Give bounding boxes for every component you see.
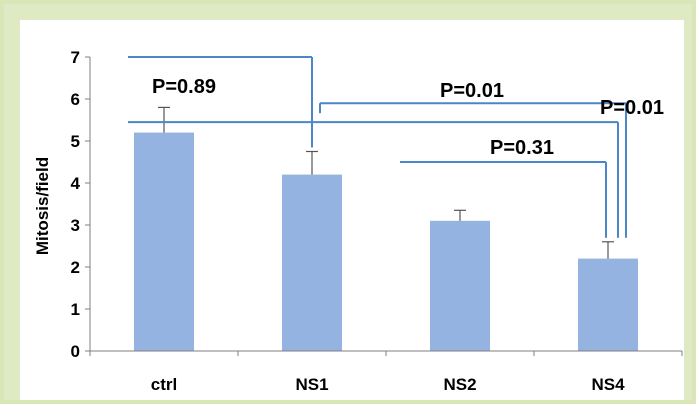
bar-NS4: [578, 258, 638, 351]
chart-frame: [4, 4, 692, 400]
x-category-label: NS4: [591, 375, 625, 394]
p-value-label: P=0.31: [490, 137, 554, 159]
x-category-label: NS2: [443, 375, 476, 394]
y-tick-label: 2: [71, 258, 80, 277]
y-tick-label: 6: [71, 90, 80, 109]
p-value-label: P=0.01: [440, 80, 504, 102]
y-tick-label: 5: [71, 132, 80, 151]
y-axis-label: Mitosis/field: [33, 157, 52, 255]
p-value-label: P=0.01: [600, 97, 664, 119]
y-tick-label: 1: [71, 300, 80, 319]
chart-panel: [20, 20, 684, 400]
y-tick-label: 0: [71, 342, 80, 361]
p-value-label: P=0.89: [152, 76, 216, 98]
x-category-label: ctrl: [151, 375, 177, 394]
bar-NS1: [282, 174, 342, 351]
bar-NS2: [430, 220, 490, 351]
y-tick-label: 4: [71, 174, 81, 193]
y-tick-label: 3: [71, 216, 80, 235]
x-category-label: NS1: [295, 375, 328, 394]
bar-ctrl: [134, 132, 194, 351]
y-tick-label: 7: [71, 48, 80, 67]
